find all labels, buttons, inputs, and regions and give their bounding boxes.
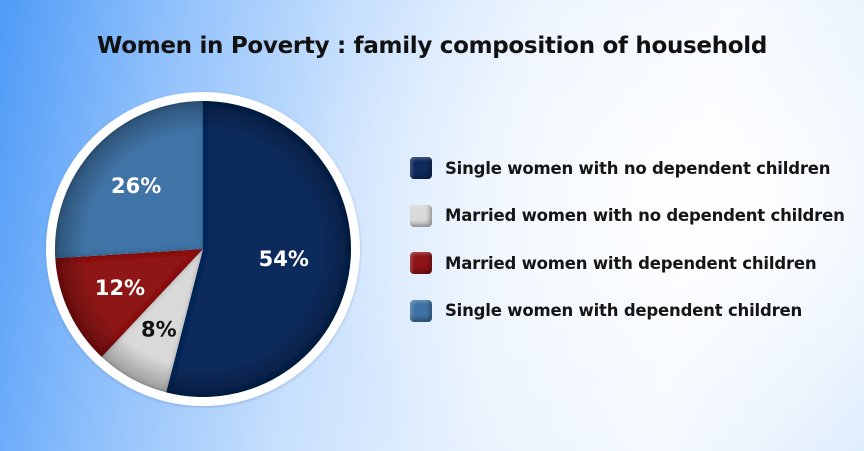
slice-label-married-no-children: 8% xyxy=(141,317,177,341)
chart-title: Women in Poverty : family composition of… xyxy=(96,33,768,59)
legend-item-married-with-children: Married women with dependent children xyxy=(410,251,845,275)
pie-chart: 54% 8% 12% 26% xyxy=(44,90,362,408)
legend-label: Married women with dependent children xyxy=(445,253,817,273)
legend-swatch-icon xyxy=(410,204,432,227)
chart-legend: Single women with no dependent children … xyxy=(410,156,845,346)
legend-label: Married women with no dependent children xyxy=(445,206,845,225)
legend-item-single-no-children: Single women with no dependent children xyxy=(410,156,845,180)
legend-swatch-icon xyxy=(410,157,432,179)
legend-item-single-with-children: Single women with dependent children xyxy=(410,299,845,323)
slice-label-single-with-children: 26% xyxy=(111,174,161,198)
legend-label: Single women with dependent children xyxy=(445,301,803,320)
slice-label-single-no-children: 54% xyxy=(259,247,309,271)
legend-item-married-no-children: Married women with no dependent children xyxy=(410,204,845,228)
legend-label: Single women with no dependent children xyxy=(445,158,831,178)
pie-chart-canvas: 54% 8% 12% 26% xyxy=(46,92,360,406)
slice-label-married-with-children: 12% xyxy=(95,276,145,300)
legend-swatch-icon xyxy=(410,252,432,274)
legend-swatch-icon xyxy=(410,299,432,322)
